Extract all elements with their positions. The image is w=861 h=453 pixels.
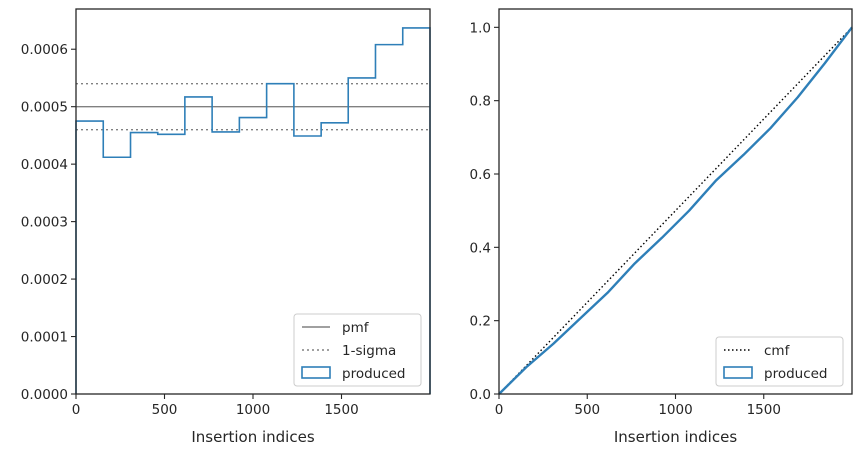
x-axis-ticks: 0 500 1000 1500 [72, 394, 359, 418]
y-tick-label: 0.0000 [21, 387, 68, 403]
legend-box [715, 336, 844, 387]
y-tick-label: 0.0001 [21, 330, 68, 346]
y-tick-label: 0.0 [470, 387, 491, 403]
x-tick-label: 1500 [324, 402, 358, 418]
plot-frame [75, 8, 431, 395]
cumulative-marks [498, 26, 853, 395]
x-axis-label: Insertion indices [614, 428, 737, 446]
legend-swatch-produced [301, 366, 331, 379]
x-axis-label: Insertion indices [191, 428, 314, 446]
legend-label: 1-sigma [342, 343, 396, 359]
x-tick-label: 1500 [747, 402, 781, 418]
x-tick-label: 500 [152, 402, 178, 418]
cmf-line [498, 26, 853, 395]
legend-label: produced [764, 366, 828, 382]
x-tick-label: 500 [574, 402, 600, 418]
y-tick-label: 0.0004 [21, 157, 68, 173]
y-tick-label: 0.2 [470, 314, 491, 330]
legend: pmf 1-sigma produced [293, 313, 422, 387]
y-axis-ticks: 0.0 0.2 0.4 0.6 0.8 1.0 [470, 20, 499, 403]
cumulative-series-produced [498, 26, 853, 395]
histogram-chart: 0 500 1000 1500 0.00000.00010.00020.00030.0… [21, 8, 431, 446]
legend-box [293, 313, 422, 387]
y-tick-label: 1.0 [470, 20, 491, 36]
y-tick-label: 0.0003 [21, 215, 68, 231]
histogram-series-produced [75, 27, 431, 394]
y-tick-label: 0.8 [470, 94, 491, 110]
y-tick-label: 0.0005 [21, 100, 68, 116]
legend-swatch-produced [723, 366, 753, 379]
x-tick-label: 0 [495, 402, 504, 418]
legend: cmf produced [715, 336, 844, 387]
y-tick-label: 0.0006 [21, 42, 68, 58]
y-tick-label: 0.0002 [21, 272, 68, 288]
histogram-marks [75, 27, 431, 394]
x-axis-ticks: 0 500 1000 1500 [495, 394, 781, 418]
x-tick-label: 1000 [658, 402, 692, 418]
legend-label: produced [342, 366, 406, 382]
y-tick-label: 0.6 [470, 167, 491, 183]
x-tick-label: 1000 [236, 402, 270, 418]
cumulative-chart: 0 500 1000 1500 0.0 0.2 0.4 0.6 0.8 1.0 Insertio… [470, 8, 853, 446]
legend-label: pmf [342, 320, 370, 336]
legend-label: cmf [764, 343, 791, 359]
plot-frame [498, 8, 853, 395]
x-tick-label: 0 [72, 402, 81, 418]
y-axis-ticks: 0.0000 0.0001 0.0002 0.0003 0.0004 0.0005 0.00… [21, 42, 76, 403]
y-tick-label: 0.4 [470, 240, 491, 256]
